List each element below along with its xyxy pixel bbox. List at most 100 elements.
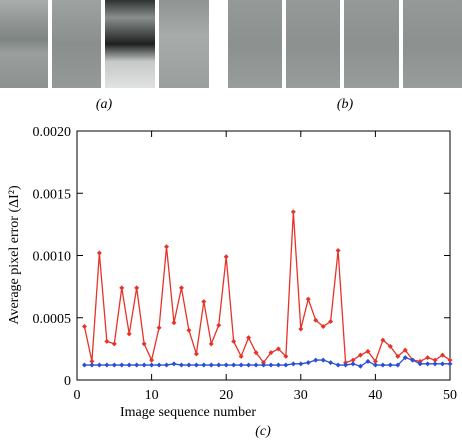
data-point (193, 362, 199, 368)
data-point (387, 343, 393, 349)
panel-label: (b) (337, 97, 354, 112)
x-tick-label: 40 (368, 388, 382, 403)
data-point (350, 361, 356, 367)
data-point (253, 350, 259, 356)
data-point (89, 358, 95, 364)
caption: (c) (255, 424, 271, 439)
data-point (208, 362, 214, 368)
data-point (96, 362, 102, 368)
data-point (164, 244, 170, 250)
data-point (193, 351, 199, 357)
data-point (357, 363, 363, 369)
data-point (119, 285, 125, 291)
data-point (283, 353, 289, 359)
data-point (171, 320, 177, 326)
data-point (111, 341, 117, 347)
x-tick-label: 30 (294, 388, 308, 403)
data-point (268, 350, 274, 356)
data-point (223, 254, 229, 260)
data-point (298, 326, 304, 332)
data-point (149, 357, 155, 363)
data-point (134, 285, 140, 291)
data-point (216, 322, 222, 328)
data-point (440, 352, 446, 358)
data-point (104, 362, 110, 368)
data-point (365, 358, 371, 364)
data-point (357, 352, 363, 358)
data-point (246, 335, 252, 341)
data-point (365, 348, 371, 354)
data-point (89, 362, 95, 368)
data-point (275, 362, 281, 368)
data-point (238, 353, 244, 359)
series-line (84, 356, 450, 368)
data-point (134, 362, 140, 368)
y-tick-label: 0.0020 (33, 125, 72, 140)
data-point (402, 347, 408, 353)
data-point (447, 357, 453, 363)
data-point (178, 362, 184, 368)
data-point (290, 361, 296, 367)
data-point (447, 361, 453, 367)
data-point (372, 362, 378, 368)
data-point (432, 357, 438, 363)
data-point (171, 361, 177, 367)
data-point (425, 355, 431, 361)
data-point (111, 362, 117, 368)
data-point (328, 360, 334, 366)
data-point (126, 331, 132, 337)
data-point (216, 362, 222, 368)
data-point (156, 362, 162, 368)
data-point (126, 362, 132, 368)
data-point (290, 209, 296, 215)
data-point (425, 361, 431, 367)
data-point (440, 361, 446, 367)
data-point (335, 248, 341, 254)
data-point (417, 361, 423, 367)
data-point (186, 362, 192, 368)
data-point (432, 361, 438, 367)
data-point (305, 296, 311, 302)
data-point (201, 362, 207, 368)
data-point (178, 285, 184, 291)
data-point (164, 362, 170, 368)
data-point (313, 317, 319, 323)
x-tick-label: 0 (74, 388, 81, 403)
data-point (208, 341, 214, 347)
data-point (305, 360, 311, 366)
x-axis-label: Image sequence number (120, 405, 256, 420)
x-tick-label: 10 (145, 388, 159, 403)
data-point (268, 362, 274, 368)
data-point (141, 341, 147, 347)
data-point (141, 362, 147, 368)
data-point (335, 362, 341, 368)
data-point (231, 362, 237, 368)
data-point (156, 325, 162, 331)
data-point (395, 362, 401, 368)
data-point (238, 362, 244, 368)
data-point (328, 318, 334, 324)
y-tick-label: 0 (64, 374, 71, 389)
data-point (380, 337, 386, 343)
data-point (81, 362, 87, 368)
y-tick-label: 0.0005 (33, 312, 72, 327)
data-point (104, 338, 110, 344)
data-point (387, 362, 393, 368)
data-point (380, 362, 386, 368)
data-point (253, 362, 259, 368)
image-panel-b (228, 0, 462, 88)
y-tick-label: 0.0015 (33, 187, 72, 202)
data-point (201, 299, 207, 305)
y-tick-label: 0.0010 (33, 250, 72, 265)
data-point (186, 327, 192, 333)
data-point (246, 362, 252, 368)
x-tick-label: 20 (219, 388, 233, 403)
y-axis-label: Average pixel error (ΔI²) (7, 185, 22, 325)
data-point (350, 357, 356, 363)
data-point (119, 362, 125, 368)
plot-frame (76, 130, 451, 381)
data-point (298, 361, 304, 367)
data-point (320, 357, 326, 363)
panel-label: (a) (96, 97, 113, 112)
image-panel-a (0, 0, 209, 88)
